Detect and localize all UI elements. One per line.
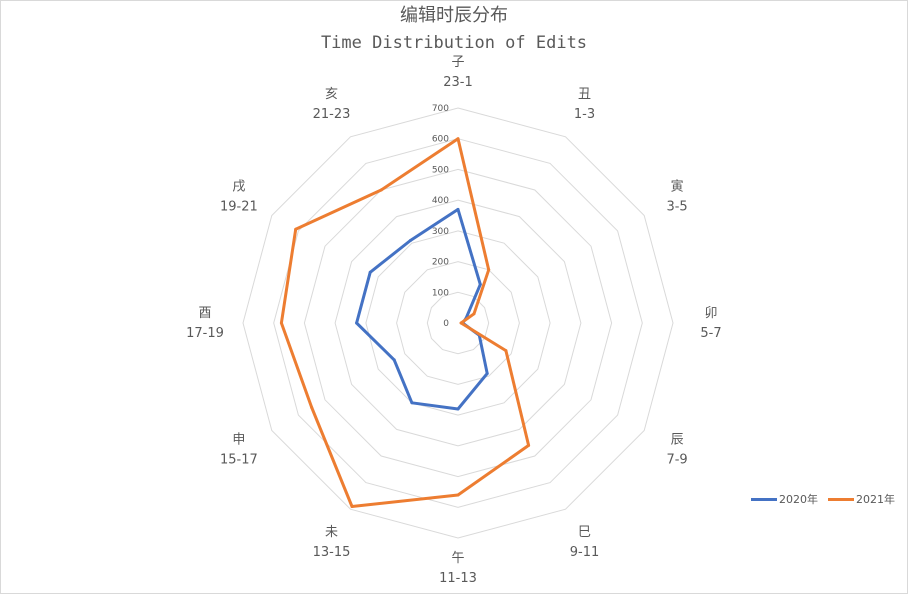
- axis-label-range: 17-19: [186, 326, 224, 341]
- tick-label-200: 200: [432, 258, 449, 268]
- axis-label-range: 9-11: [570, 545, 600, 560]
- data-point: [294, 227, 298, 231]
- grid-ring-100: [426, 291, 490, 355]
- axis-label-range: 23-1: [443, 75, 473, 90]
- data-point: [485, 372, 489, 375]
- axis-label-range: 3-5: [666, 200, 687, 215]
- data-point: [368, 270, 372, 274]
- data-point: [487, 268, 491, 272]
- axis-label-name: 未: [325, 525, 338, 540]
- data-point: [350, 505, 354, 508]
- tick-label-0: 0: [443, 319, 449, 329]
- data-point: [456, 407, 460, 411]
- axis-label-group: 亥 21-23: [313, 87, 351, 122]
- data-point: [478, 282, 482, 286]
- axis-label-range: 19-21: [220, 200, 258, 215]
- series-line-0: [355, 207, 489, 411]
- axis-label-name: 亥: [325, 87, 338, 102]
- grid-ring-200: [396, 261, 520, 385]
- tick-label-700: 700: [432, 104, 449, 114]
- axis-label-group: 酉 17-19: [186, 306, 224, 341]
- axis-label-name: 丑: [578, 87, 591, 102]
- axis-label-name: 酉: [198, 306, 211, 321]
- series-lines: [279, 137, 531, 508]
- chart-subtitle: Time Distribution of Edits: [320, 33, 588, 53]
- data-point: [527, 443, 531, 447]
- data-point: [408, 239, 412, 242]
- data-point: [472, 312, 476, 316]
- data-point: [379, 188, 383, 192]
- legend-label-2020: 2020年: [779, 493, 818, 506]
- grid-ring-400: [334, 199, 582, 447]
- axis-label-range: 5-7: [700, 326, 721, 341]
- axis-label-name: 巳: [578, 525, 591, 540]
- axis-label-group: 寅 3-5: [666, 179, 687, 215]
- grid-ring-300: [365, 230, 551, 416]
- grid-ring-600: [273, 138, 643, 508]
- data-point: [355, 321, 359, 325]
- tick-label-500: 500: [432, 165, 449, 175]
- grid-ring-700: [242, 107, 674, 539]
- axis-label-name: 戌: [232, 180, 245, 195]
- axis-label-range: 1-3: [574, 107, 595, 122]
- tick-label-300: 300: [432, 227, 449, 237]
- chart-title: 编辑时辰分布: [400, 5, 508, 26]
- axis-label-name: 子: [451, 55, 464, 70]
- series-line-1: [279, 137, 531, 508]
- axis-label-group: 辰 7-9: [666, 433, 687, 468]
- legend-item-2021: 2021年: [828, 491, 895, 507]
- axis-label-range: 13-15: [313, 545, 351, 560]
- axis-labels: 子 23-1 丑 1-3 寅 3-5 卯 5-7 辰 7-9 巳 9-11 午 11-13 未 13-15 申 1…: [186, 55, 722, 586]
- legend-swatch-2020: [751, 497, 777, 501]
- tick-label-400: 400: [432, 196, 449, 206]
- axis-label-group: 卯 5-7: [700, 306, 721, 341]
- legend-item-2020: 2020年: [751, 491, 818, 507]
- data-point: [310, 406, 314, 409]
- axis-label-name: 寅: [671, 179, 684, 195]
- axis-label-group: 午 11-13: [439, 551, 477, 586]
- radial-ticks: 0 100 200 300 400 500 600 700: [432, 104, 449, 329]
- axis-label-group: 戌 19-21: [220, 180, 258, 215]
- axis-label-name: 辰: [671, 433, 684, 448]
- data-point: [456, 137, 460, 141]
- axis-label-range: 11-13: [439, 571, 477, 586]
- data-point: [459, 321, 463, 325]
- data-point: [279, 321, 283, 325]
- axis-label-group: 申 15-17: [220, 433, 258, 468]
- legend: 2020年 2021年: [751, 491, 905, 507]
- radar-grid: [242, 107, 674, 539]
- axis-label-range: 21-23: [313, 107, 351, 122]
- data-point: [392, 358, 396, 362]
- legend-label-2021: 2021年: [856, 493, 895, 506]
- data-point: [456, 207, 460, 211]
- data-point: [410, 401, 414, 405]
- axis-label-group: 巳 9-11: [570, 525, 600, 560]
- data-point: [504, 349, 508, 353]
- axis-label-group: 丑 1-3: [574, 87, 595, 122]
- axis-label-range: 7-9: [666, 453, 687, 468]
- axis-label-name: 卯: [704, 306, 717, 321]
- data-point: [456, 493, 460, 497]
- legend-swatch-2021: [828, 497, 854, 501]
- tick-label-100: 100: [432, 288, 449, 298]
- axis-label-name: 午: [451, 551, 464, 566]
- axis-label-range: 15-17: [220, 453, 258, 468]
- axis-label-group: 子 23-1: [443, 55, 473, 90]
- grid-ring-500: [303, 168, 613, 478]
- axis-label-name: 申: [232, 433, 245, 448]
- axis-label-group: 未 13-15: [313, 525, 351, 560]
- tick-label-600: 600: [432, 135, 449, 145]
